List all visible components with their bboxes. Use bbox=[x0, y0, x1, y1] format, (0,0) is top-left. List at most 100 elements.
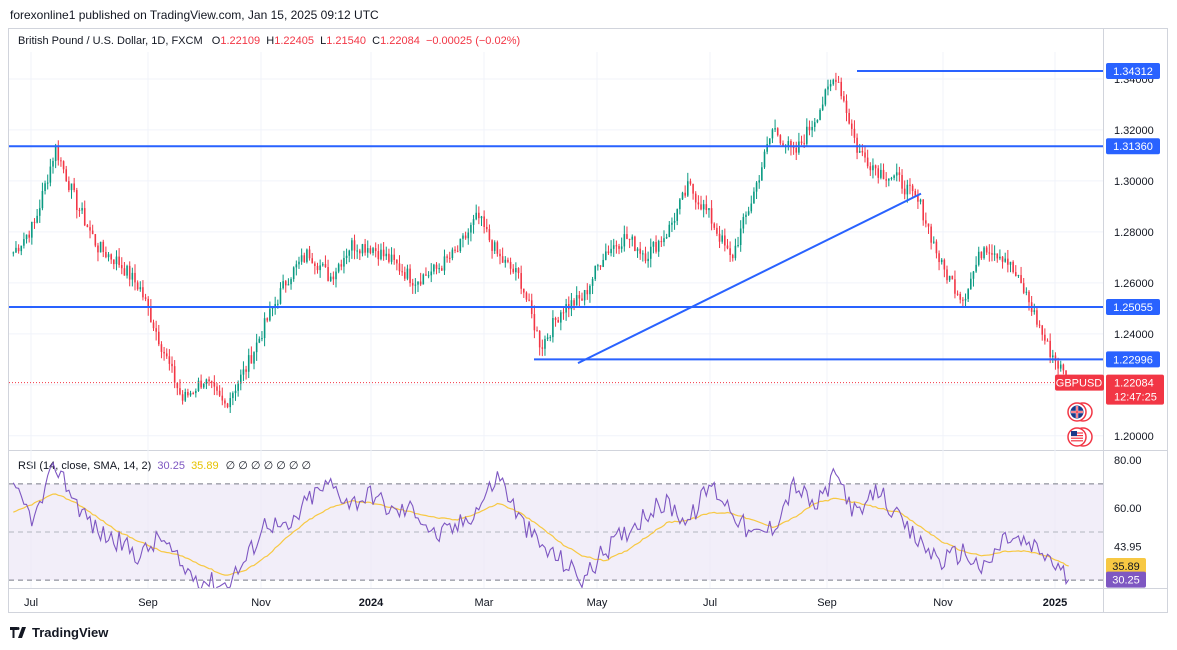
candle bbox=[359, 248, 361, 261]
candle bbox=[321, 262, 324, 267]
candle bbox=[1049, 333, 1051, 364]
candle bbox=[848, 108, 850, 125]
candle bbox=[160, 341, 163, 359]
candle bbox=[967, 288, 969, 302]
candle-body bbox=[906, 184, 909, 195]
candle-body bbox=[850, 123, 853, 129]
candle-body bbox=[861, 151, 864, 153]
candle bbox=[189, 390, 192, 397]
candle-body bbox=[541, 347, 544, 349]
candle bbox=[398, 255, 401, 275]
candle-body bbox=[1009, 261, 1012, 265]
candle bbox=[726, 238, 729, 250]
price-pane bbox=[12, 72, 1070, 413]
candle bbox=[345, 248, 348, 265]
candle bbox=[763, 149, 766, 169]
candle-body bbox=[168, 356, 171, 364]
candle-body bbox=[620, 246, 623, 249]
candle bbox=[308, 245, 311, 261]
candle-body bbox=[536, 330, 538, 332]
candle bbox=[988, 244, 991, 262]
candle bbox=[290, 277, 292, 290]
candle bbox=[546, 333, 549, 342]
candle-body bbox=[549, 337, 552, 339]
candle bbox=[329, 272, 332, 282]
candle bbox=[1007, 249, 1009, 273]
candle-body bbox=[134, 272, 136, 283]
candle-body bbox=[144, 297, 147, 299]
candle-body bbox=[150, 307, 152, 323]
candle bbox=[12, 251, 15, 257]
candle bbox=[874, 164, 877, 176]
candle-body bbox=[242, 369, 245, 375]
tradingview-footer[interactable]: TradingView bbox=[10, 625, 108, 640]
candle-body bbox=[488, 229, 491, 241]
candle bbox=[25, 234, 28, 244]
symbol-title[interactable]: British Pound / U.S. Dollar, 1D, FXCM bbox=[18, 35, 203, 47]
axes: Jul Sep Nov 2024 Mar May Jul Sep Nov 20251.340001… bbox=[9, 28, 1167, 612]
candle-body bbox=[160, 344, 163, 352]
candle-body bbox=[993, 253, 996, 255]
candle-body bbox=[1044, 334, 1046, 341]
candle bbox=[73, 177, 75, 193]
candle bbox=[758, 175, 761, 189]
candle bbox=[1044, 328, 1046, 345]
candle-body bbox=[737, 245, 739, 247]
candle bbox=[388, 248, 390, 264]
x-tick-label: Mar bbox=[475, 597, 494, 609]
candle-body bbox=[459, 238, 462, 252]
candle-body bbox=[562, 312, 565, 314]
candle-body bbox=[594, 266, 597, 280]
candle-body bbox=[126, 265, 128, 276]
candle-body bbox=[266, 318, 269, 321]
candle-body bbox=[28, 234, 30, 238]
candle-body bbox=[612, 245, 615, 249]
candle-body bbox=[679, 199, 681, 210]
candle bbox=[515, 262, 517, 281]
candle bbox=[168, 349, 171, 371]
candle-body bbox=[12, 252, 15, 254]
candle-body bbox=[226, 403, 229, 408]
candle bbox=[734, 238, 737, 261]
candle bbox=[443, 249, 446, 275]
rsi-value: 30.25 bbox=[157, 460, 185, 472]
candle bbox=[724, 228, 726, 252]
candle-body bbox=[755, 182, 758, 192]
candle-body bbox=[290, 279, 292, 285]
candle bbox=[541, 339, 544, 357]
rsi-sma-tag bbox=[1106, 558, 1146, 575]
candle bbox=[581, 292, 583, 302]
candle-body bbox=[446, 256, 448, 258]
candle-body bbox=[70, 183, 73, 191]
candle bbox=[377, 244, 380, 266]
candle bbox=[414, 278, 417, 294]
candle bbox=[123, 261, 126, 276]
candle bbox=[340, 259, 343, 271]
candle-body bbox=[544, 338, 546, 349]
candle bbox=[327, 259, 329, 282]
candle bbox=[612, 238, 615, 257]
candle-body bbox=[819, 109, 821, 120]
candle-body bbox=[925, 220, 927, 224]
candle-body bbox=[234, 390, 237, 394]
candle-body bbox=[139, 287, 142, 290]
candle bbox=[422, 273, 425, 285]
candle bbox=[306, 248, 308, 264]
candle-body bbox=[821, 104, 824, 110]
candle bbox=[694, 191, 697, 210]
candle-body bbox=[668, 224, 671, 238]
rsi-title[interactable]: RSI (14, close, SMA, 14, 2) bbox=[18, 460, 152, 472]
candle bbox=[131, 267, 134, 287]
candle-body bbox=[970, 278, 972, 290]
candle bbox=[533, 305, 536, 339]
candle bbox=[263, 312, 266, 347]
candle bbox=[811, 120, 813, 138]
candle-body bbox=[642, 253, 644, 255]
candle bbox=[348, 249, 351, 263]
candle-body bbox=[774, 128, 776, 130]
candle-body bbox=[605, 251, 607, 260]
candle-body bbox=[493, 242, 496, 251]
x-tick-label: Nov bbox=[933, 597, 953, 609]
candle bbox=[771, 128, 774, 144]
